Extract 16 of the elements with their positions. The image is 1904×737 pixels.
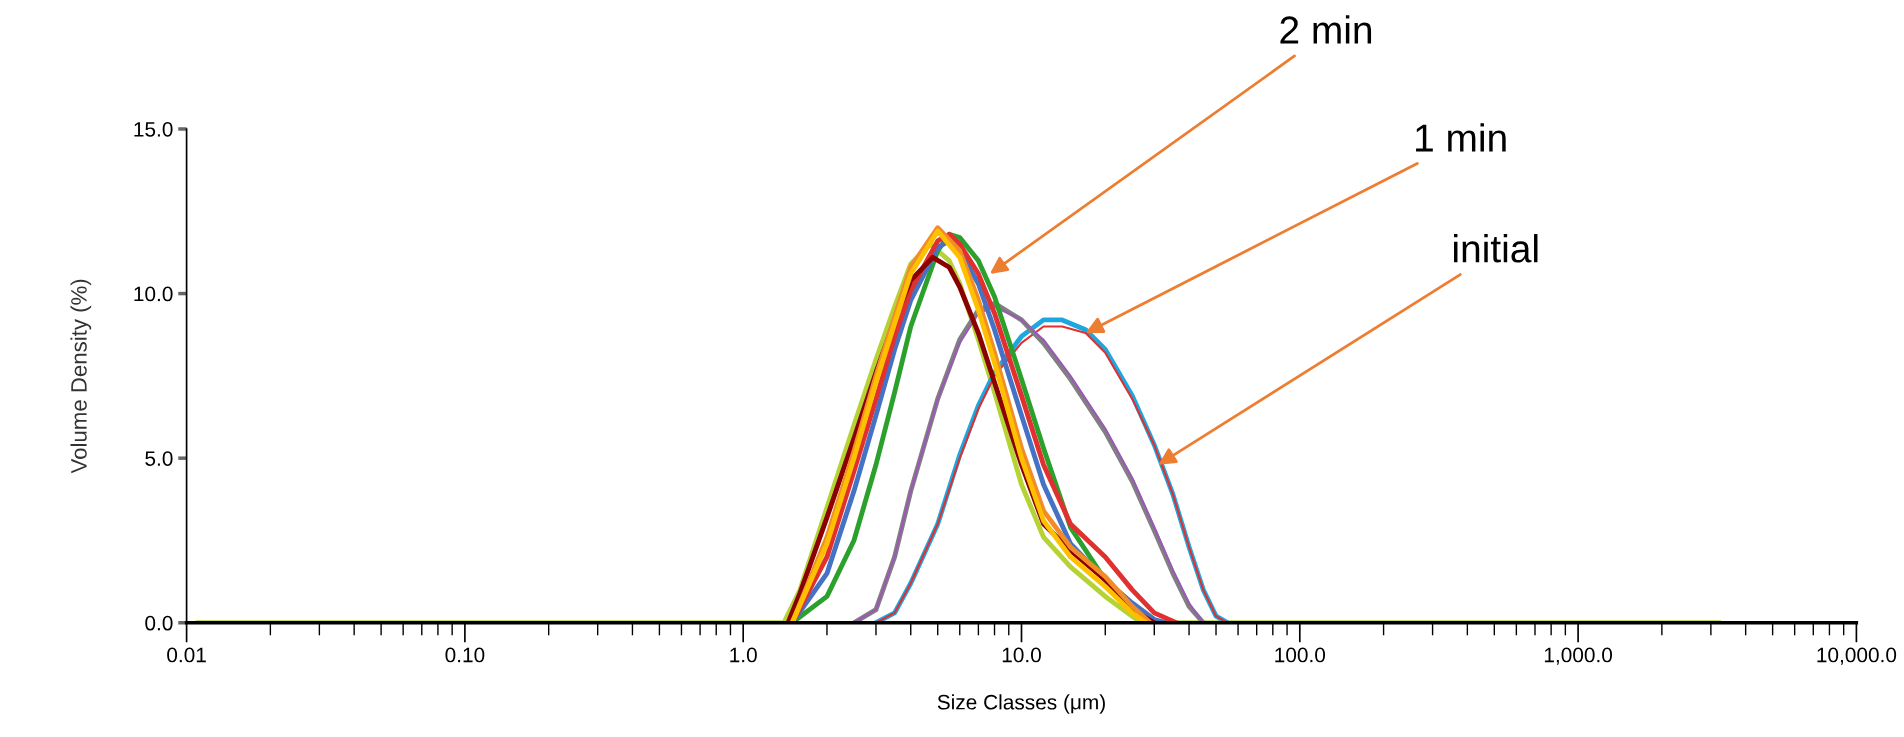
x-tick-label: 1.0 (730, 647, 757, 663)
x-tick-label: 10.0 (1002, 647, 1041, 663)
y-tick-label: 0.0 (145, 615, 173, 631)
annotation: initial (1454, 234, 1538, 263)
x-tick-label: 100.0 (1275, 647, 1326, 663)
x-tick-label: 1,000.0 (1544, 647, 1613, 665)
y-axis-title: Volume Density (%) (70, 279, 92, 474)
y-tick-label: 5.0 (145, 451, 173, 466)
x-tick-label: 10,000.0 (1817, 647, 1897, 665)
annotation: 1 min (1416, 123, 1506, 152)
x-axis-title: Size Classes (μm) (937, 694, 1105, 714)
x-tick-label: 0.01 (167, 647, 206, 663)
y-tick-label: 15.0 (134, 121, 173, 137)
annotation: 2 min (1280, 15, 1372, 44)
x-tick-label: 0.10 (445, 647, 485, 663)
y-tick-label: 10.0 (134, 286, 173, 302)
